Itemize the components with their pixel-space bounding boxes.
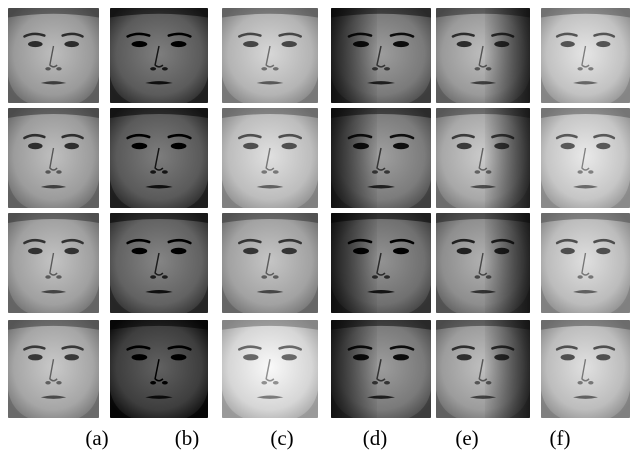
column-label-f: (f) [549,426,571,450]
column-label-c: (c) [270,426,294,450]
face-image [331,213,431,313]
face-image [8,213,99,313]
face-image [8,320,99,418]
face-image [331,108,431,208]
face-image [541,213,630,313]
column-label-d: (d) [362,426,388,450]
face-image [110,8,208,103]
face-image [222,108,318,208]
face-image [222,213,318,313]
face-image [222,320,318,418]
face-image [8,108,99,208]
face-image [436,108,530,208]
face-image [541,8,630,103]
face-image [436,213,530,313]
column-label-b: (b) [174,426,200,450]
column-label-e: (e) [455,426,479,450]
face-image [436,8,530,103]
face-image [541,320,630,418]
face-image [110,213,208,313]
face-image [110,320,208,418]
face-image [541,108,630,208]
face-image [8,8,99,103]
face-image [331,8,431,103]
face-image [436,320,530,418]
column-label-a: (a) [85,426,109,450]
face-image [110,108,208,208]
face-image [331,320,431,418]
face-image [222,8,318,103]
